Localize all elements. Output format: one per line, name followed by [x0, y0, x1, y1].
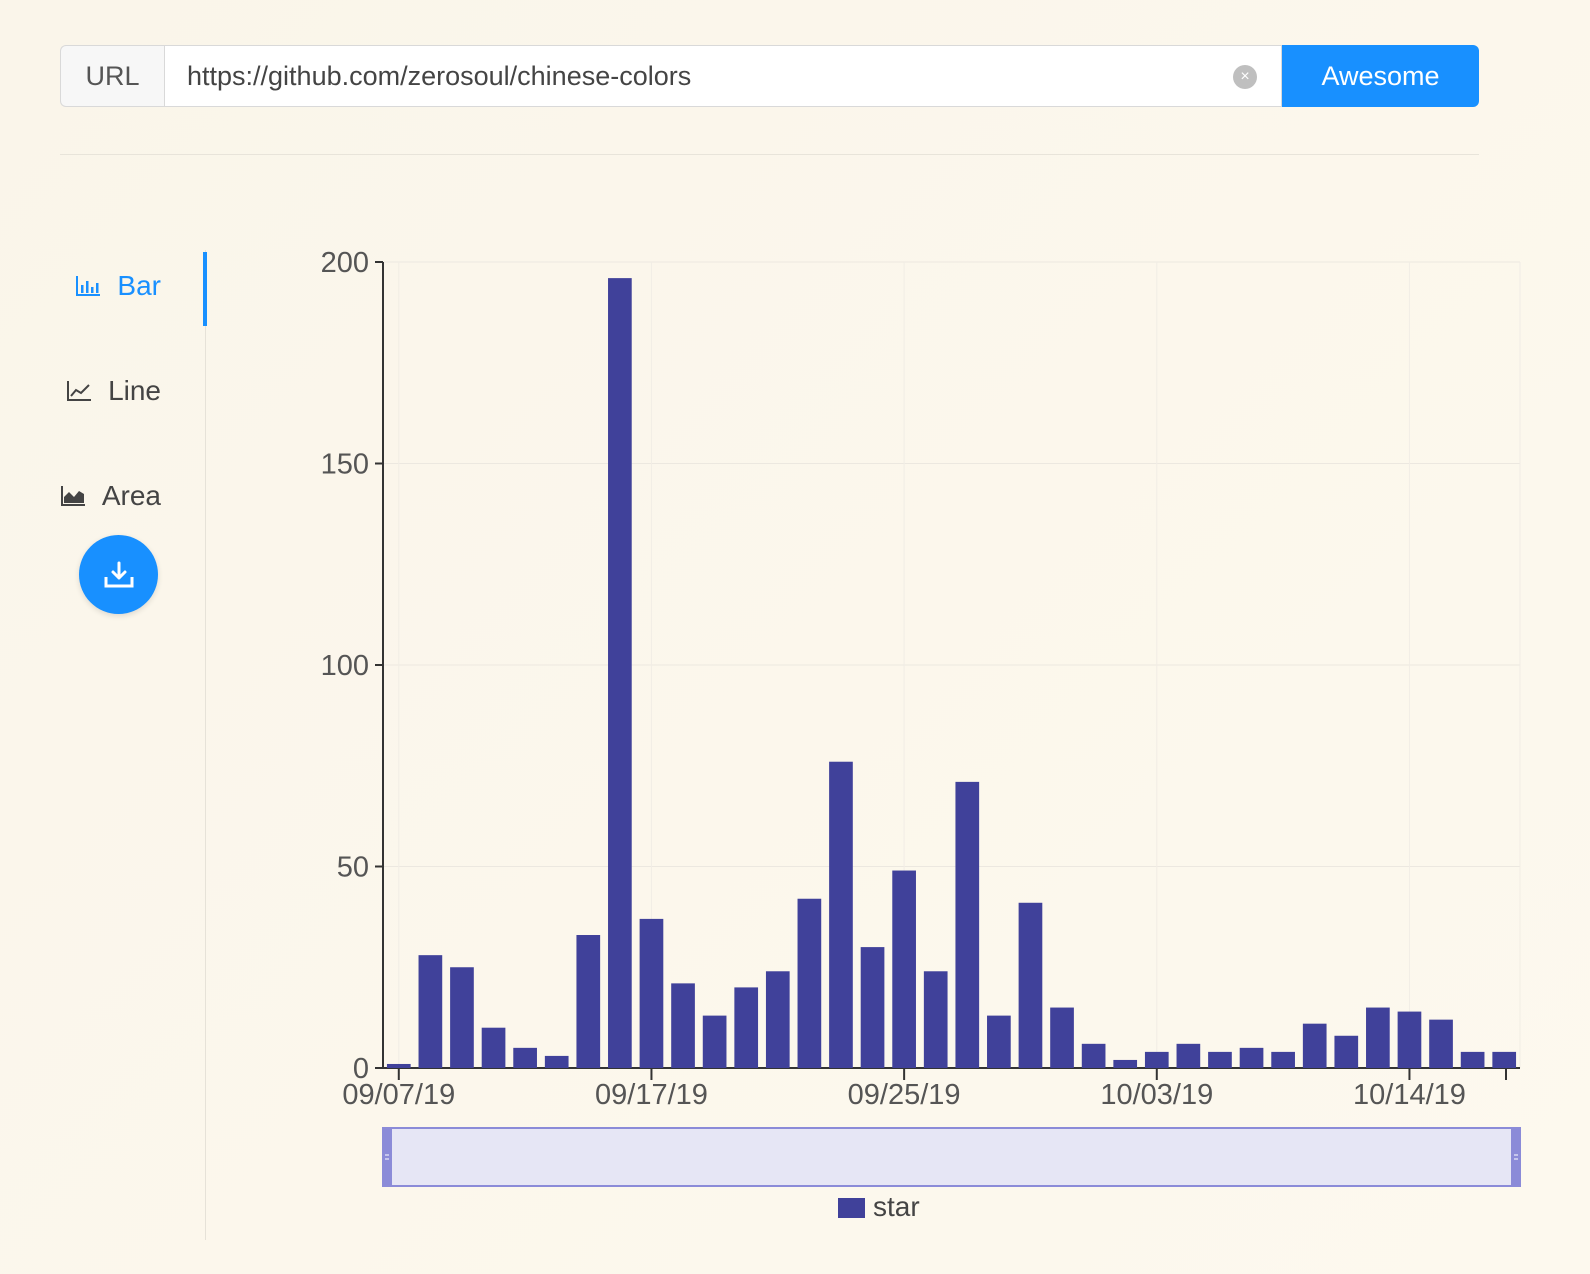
awesome-button[interactable]: Awesome — [1282, 45, 1479, 107]
x-tick-label: 09/25/19 — [848, 1079, 961, 1111]
active-indicator — [203, 252, 207, 326]
menu-item-label: Bar — [117, 270, 161, 301]
url-input[interactable] — [165, 46, 1281, 106]
bar — [1081, 1043, 1106, 1068]
bar — [450, 967, 474, 1068]
bar — [1208, 1051, 1232, 1068]
clear-icon[interactable]: × — [1233, 65, 1257, 89]
bar — [1050, 1007, 1074, 1068]
bar — [386, 1063, 411, 1068]
area-chart-icon — [60, 486, 85, 506]
bar — [1302, 1023, 1327, 1068]
bar — [418, 955, 443, 1068]
x-tick-label: 10/03/19 — [1100, 1079, 1213, 1111]
chart-bars — [386, 278, 1517, 1068]
bar-chart-icon — [76, 276, 101, 296]
x-tick-label: 09/07/19 — [342, 1079, 455, 1111]
x-tick-label: 09/17/19 — [595, 1079, 708, 1111]
bar — [544, 1055, 569, 1068]
y-tick-label: 100 — [321, 650, 369, 682]
bar — [639, 918, 664, 1068]
bar — [1113, 1059, 1138, 1068]
y-tick-label: 50 — [337, 852, 369, 884]
y-tick-label: 0 — [353, 1053, 369, 1085]
bar — [892, 870, 916, 1068]
bar — [1239, 1047, 1264, 1068]
bar — [765, 971, 790, 1068]
bar — [1492, 1051, 1517, 1068]
y-tick-label: 150 — [321, 449, 369, 481]
bar — [513, 1047, 537, 1068]
y-axis-ticks: 0 50 100 150 200 — [321, 247, 383, 1085]
menu-item-bar[interactable]: Bar — [75, 270, 161, 302]
chart-type-menu: Bar Line Area — [0, 250, 207, 1240]
bar — [481, 1027, 506, 1068]
bar — [576, 935, 601, 1068]
bar — [923, 971, 948, 1068]
bar — [734, 987, 759, 1068]
legend-label: star — [873, 1191, 920, 1222]
menu-item-area[interactable]: Area — [60, 480, 161, 512]
bar — [1334, 1035, 1359, 1068]
download-button[interactable] — [79, 535, 158, 614]
bar — [860, 947, 885, 1068]
bar — [671, 983, 695, 1068]
bar — [1144, 1051, 1169, 1068]
chart-grid — [383, 261, 1521, 1069]
x-axis-ticks: 09/07/19 09/17/19 09/25/19 10/03/19 10/14/19 — [342, 1068, 1507, 1111]
bar — [1460, 1051, 1485, 1068]
bar — [797, 898, 822, 1068]
url-prefix-label: URL — [60, 45, 164, 107]
bar — [1176, 1043, 1201, 1068]
chart-legend[interactable]: star — [838, 1191, 920, 1222]
y-tick-label: 200 — [321, 247, 369, 279]
bar — [1429, 1019, 1453, 1068]
menu-border — [205, 250, 206, 1240]
zoom-track — [382, 1127, 1521, 1187]
menu-item-line[interactable]: Line — [66, 375, 161, 407]
line-chart-icon — [67, 381, 92, 401]
bar — [702, 1015, 727, 1068]
bar — [1397, 1011, 1422, 1068]
zoom-handle-left[interactable] — [382, 1128, 392, 1186]
bar — [829, 761, 853, 1068]
bar — [1018, 902, 1043, 1068]
url-bar: URL × Awesome — [60, 45, 1479, 107]
x-tick-label: 10/14/19 — [1353, 1079, 1466, 1111]
url-input-wrapper: × — [164, 45, 1282, 107]
bar — [955, 781, 980, 1068]
legend-swatch — [838, 1198, 865, 1218]
menu-item-label: Area — [101, 480, 161, 511]
header-divider — [60, 154, 1479, 155]
bar — [1366, 1007, 1390, 1068]
bar — [1271, 1051, 1295, 1068]
menu-item-label: Line — [108, 375, 161, 406]
zoom-handle-right[interactable] — [1511, 1128, 1521, 1186]
zoom-slider[interactable] — [382, 1127, 1521, 1187]
download-icon — [104, 561, 133, 587]
bar — [608, 278, 632, 1068]
bar — [987, 1015, 1011, 1068]
